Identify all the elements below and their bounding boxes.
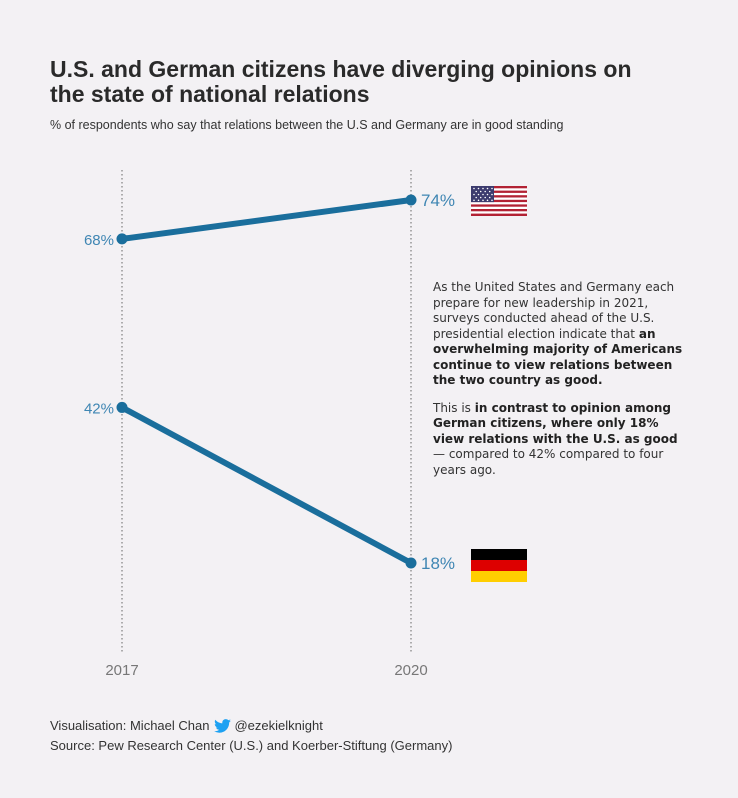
us-flag-icon [471, 186, 527, 216]
series-line-0 [119, 197, 414, 242]
twitter-handle: @ezekielknight [234, 718, 323, 733]
annotation-p2-plain-before: This is [433, 400, 471, 415]
slope-chart: 2017 2020 68% 74% 42% 18% [84, 170, 527, 679]
annotation-p1-plain: As the United States and Germany each pr… [433, 280, 675, 341]
credit-line: Visualisation: Michael Chan @ezekielknig… [50, 716, 452, 736]
data-label: 74% [421, 191, 455, 210]
x-tick-label: 2020 [394, 662, 427, 679]
data-point [405, 557, 417, 569]
chart-subtitle: % of respondents who say that relations … [50, 118, 564, 132]
series-line-1 [119, 404, 414, 566]
data-point [405, 194, 417, 206]
twitter-icon [214, 719, 232, 733]
footer: Visualisation: Michael Chan @ezekielknig… [50, 716, 452, 756]
annotation-p1-bold: an overwhelming majority of Americans co… [433, 326, 683, 388]
data-label: 68% [84, 232, 114, 249]
x-tick-label: 2017 [105, 662, 138, 679]
annotation-paragraph-2: This is in contrast to opinion among Ger… [433, 401, 693, 479]
annotation-p2-plain-after: — compared to 42% compared to four years… [433, 447, 664, 477]
credit-text: Visualisation: Michael Chan [50, 718, 210, 733]
data-point [116, 233, 128, 245]
chart-title: U.S. and German citizens have diverging … [50, 56, 632, 107]
data-label: 18% [421, 554, 455, 573]
annotation-paragraph-1: As the United States and Germany each pr… [433, 280, 693, 389]
data-point [116, 401, 128, 413]
source-line: Source: Pew Research Center (U.S.) and K… [50, 738, 453, 753]
annotation-p2-bold: in contrast to opinion among German citi… [433, 400, 678, 446]
annotation-text: As the United States and Germany each pr… [433, 280, 693, 490]
germany-flag-icon [471, 549, 527, 582]
data-label: 42% [84, 400, 114, 417]
